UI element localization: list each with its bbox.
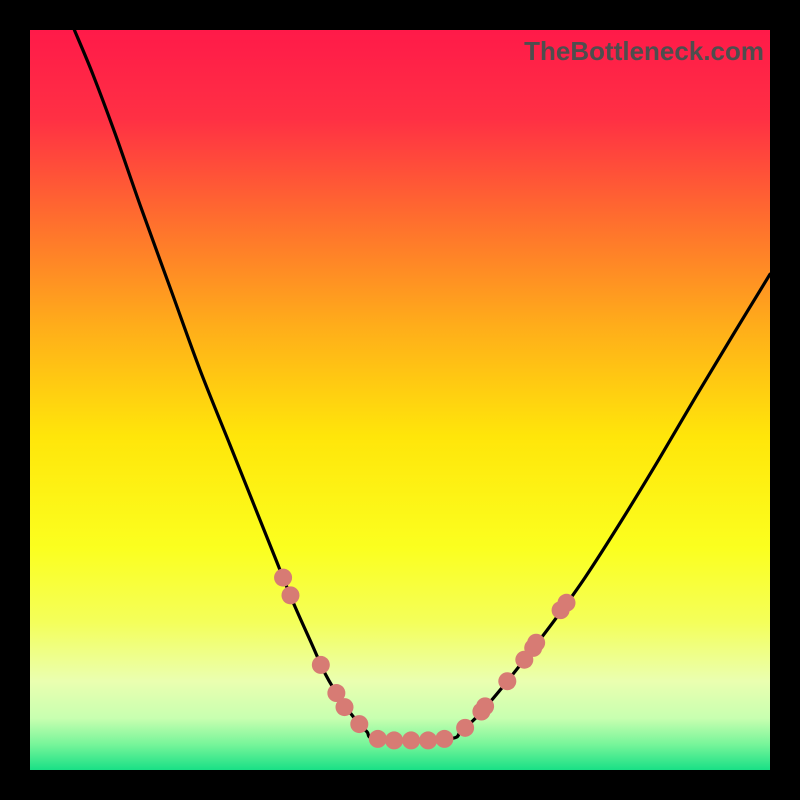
stage: TheBottleneck.com — [0, 0, 800, 800]
data-marker — [312, 656, 330, 674]
data-marker — [350, 715, 368, 733]
chart-overlay — [30, 30, 770, 770]
plot-area: TheBottleneck.com — [30, 30, 770, 770]
bottleneck-curve — [74, 30, 770, 740]
data-marker — [336, 698, 354, 716]
data-marker — [498, 672, 516, 690]
data-marker — [456, 719, 474, 737]
data-marker — [558, 594, 576, 612]
data-marker — [419, 731, 437, 749]
data-marker — [527, 634, 545, 652]
data-marker — [385, 731, 403, 749]
data-marker — [281, 586, 299, 604]
data-marker — [435, 730, 453, 748]
data-marker — [274, 569, 292, 587]
data-marker — [476, 697, 494, 715]
data-marker — [369, 730, 387, 748]
data-marker — [402, 731, 420, 749]
markers-group — [274, 569, 575, 750]
